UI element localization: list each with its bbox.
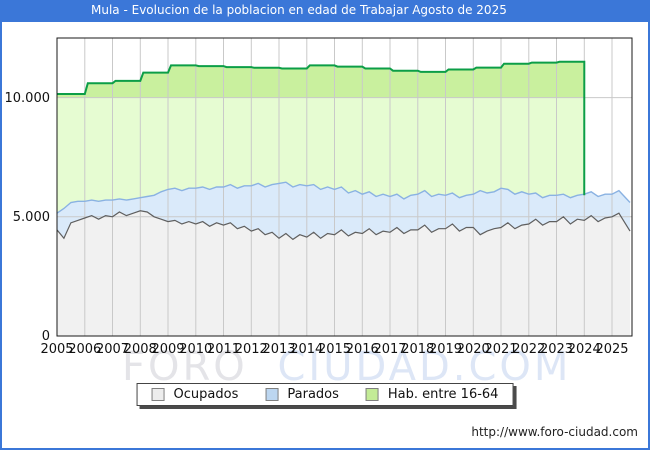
y-tick-label-10000: 10.000 bbox=[4, 91, 51, 106]
x-tick-label: 2009 bbox=[151, 342, 185, 357]
legend-item-ocupados: Ocupados bbox=[151, 387, 239, 402]
gridlines bbox=[57, 38, 632, 336]
x-tick-label: 2023 bbox=[539, 342, 574, 357]
x-tick-label: 2019 bbox=[428, 342, 463, 357]
legend-label-parados: Parados bbox=[287, 387, 339, 402]
x-tick-label: 2024 bbox=[567, 342, 601, 357]
watermark-text-1: FORO bbox=[122, 344, 248, 390]
line-ocupados bbox=[56, 210, 631, 241]
legend-label-ocupados: Ocupados bbox=[173, 387, 239, 402]
x-tick-label: 2022 bbox=[512, 342, 546, 357]
y-tick-label-5000: 5.000 bbox=[12, 210, 50, 225]
watermark: FORO CIUDAD.COM bbox=[122, 344, 571, 390]
website-url: http://www.foro-ciudad.com bbox=[471, 425, 638, 439]
x-tick-label: 2017 bbox=[373, 342, 407, 357]
area-ocupados bbox=[57, 210, 630, 336]
x-tick-label: 2013 bbox=[262, 342, 296, 357]
legend-label-hab-16-64: Hab. entre 16-64 bbox=[387, 387, 499, 402]
line-hab-16-64 bbox=[57, 60, 586, 196]
watermark-text-2: CIUDAD.COM bbox=[277, 344, 572, 390]
x-tick-label: 2016 bbox=[345, 342, 379, 357]
title-bar: Mula - Evolucion de la poblacion en edad… bbox=[0, 0, 650, 22]
x-tick-label: 2014 bbox=[290, 342, 324, 357]
plot-border bbox=[56, 37, 633, 337]
x-tick-label: 2021 bbox=[484, 342, 518, 357]
legend: Ocupados Parados Hab. entre 16-64 bbox=[136, 383, 514, 406]
x-tick-label: 2005 bbox=[40, 342, 74, 357]
x-tick-label: 2011 bbox=[206, 342, 241, 357]
ocupados-swatch-icon bbox=[151, 388, 165, 401]
y-tick-label-0: 0 bbox=[41, 329, 50, 344]
x-axis-labels: 2005 2006 2007 2008 2009 2010 2011 2012 2013 2014… bbox=[2, 342, 650, 358]
x-tick-label: 2010 bbox=[179, 342, 213, 357]
x-tick-label: 2015 bbox=[317, 342, 352, 357]
x-tick-label: 2007 bbox=[95, 342, 130, 357]
parados-swatch-icon bbox=[265, 388, 279, 401]
x-tick-label: 2008 bbox=[123, 342, 157, 357]
legend-item-hab-16-64: Hab. entre 16-64 bbox=[365, 387, 499, 402]
x-tick-label: 2018 bbox=[401, 342, 435, 357]
page-title: Mula - Evolucion de la poblacion en edad… bbox=[91, 3, 507, 17]
x-tick-label: 2025 bbox=[595, 342, 629, 357]
legend-item-parados: Parados bbox=[265, 387, 339, 402]
hab-16-64-swatch-icon bbox=[365, 388, 379, 401]
line-parados bbox=[56, 181, 631, 214]
x-tick-label: 2020 bbox=[456, 342, 490, 357]
x-tick-label: 2006 bbox=[68, 342, 102, 357]
x-tick-label: 2012 bbox=[234, 342, 268, 357]
